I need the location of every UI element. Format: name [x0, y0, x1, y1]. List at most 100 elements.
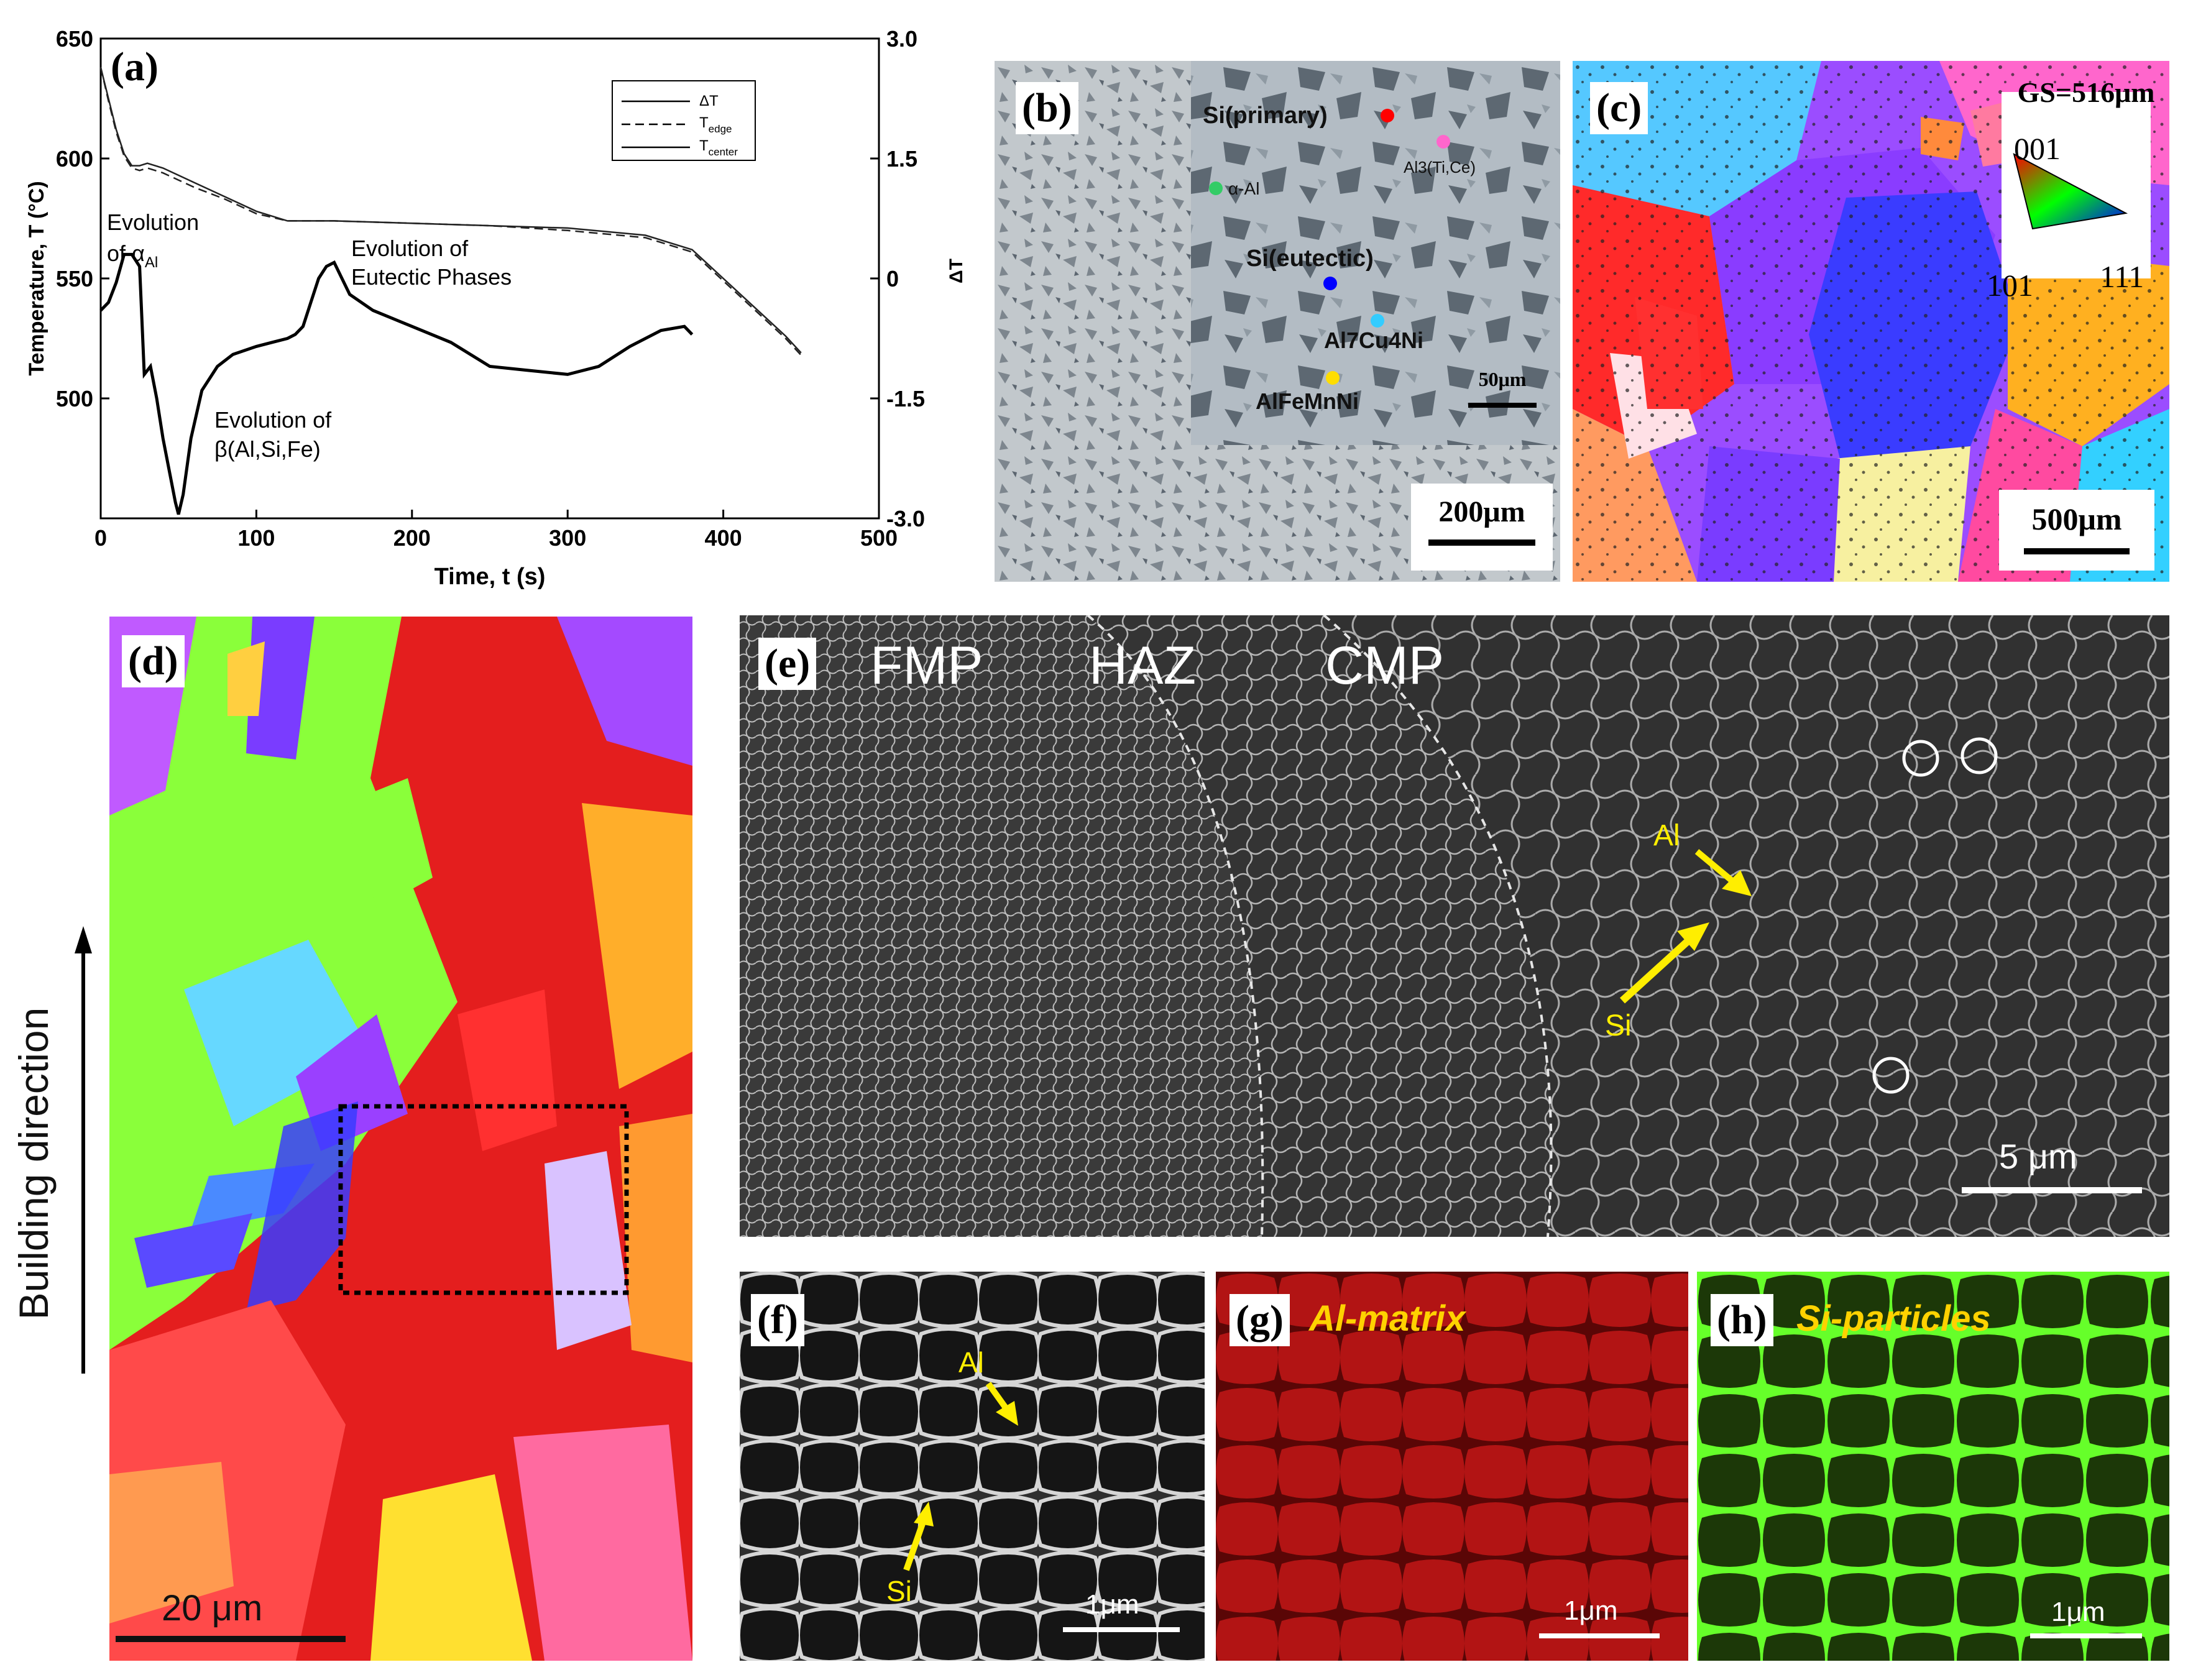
- panel-label-e: (e): [758, 638, 817, 690]
- annotation-beta-2: β(Al,Si,Fe): [214, 436, 321, 462]
- phase-label-alpha-al: α-Al: [1228, 179, 1259, 198]
- phase-marker-al7cu4ni: [1371, 314, 1384, 328]
- phase-label-alfemnni: AlFeMnNi: [1256, 388, 1359, 414]
- panel-a: 0 100 200 300 400 500 500 550 600 650 -3.0 -1.5 0 1.5…: [0, 0, 970, 597]
- inset-scalebar: 50μm: [1456, 367, 1549, 423]
- eds-title-al: Al-matrix: [1309, 1298, 1466, 1339]
- zone-label-cmp: CMP: [1325, 636, 1444, 695]
- phase-label-si-primary: Si(primary): [1203, 103, 1328, 129]
- y2-tick-label: 1.5: [886, 146, 917, 172]
- particle-marker-circle: [1960, 737, 1998, 774]
- arrow-si-f: [903, 1502, 934, 1571]
- panel-d: 20 μm (d): [109, 617, 692, 1661]
- eds-map-si: 1μm: [1697, 1272, 2169, 1661]
- arrow-al-e: [1694, 849, 1752, 896]
- x-tick-label: 0: [94, 525, 107, 551]
- phase-marker-al3-ti-ce: [1436, 135, 1450, 149]
- annotation-eutectic-1: Evolution of: [351, 236, 469, 261]
- phase-marker-alpha-al: [1209, 181, 1223, 195]
- y2-tick-label: 0: [886, 266, 899, 291]
- ipf-label-001: 001: [2014, 131, 2061, 166]
- arrow-al-f: [985, 1382, 1018, 1426]
- x-tick-label: 500: [860, 525, 898, 551]
- scalebar-e-bar: [1962, 1187, 2142, 1193]
- sem-micrograph-f: Al Si 1μm: [740, 1272, 1205, 1661]
- building-direction-label: Building direction: [11, 1007, 57, 1320]
- building-direction-arrow: [75, 926, 92, 1374]
- ebsd-map-d: [109, 617, 692, 1661]
- scalebar-h-label: 1μm: [2051, 1597, 2105, 1627]
- y2-tick-label: 3.0: [886, 26, 917, 52]
- y-axis-label: Temperature, T (°C): [25, 181, 48, 375]
- grain-size-label: GS=516μm: [2017, 76, 2155, 108]
- label-si-f: Si: [886, 1575, 912, 1607]
- ipf-label-111: 111: [2100, 259, 2144, 294]
- y-tick-label: 600: [56, 146, 93, 172]
- inset-micrograph: [1191, 61, 1560, 445]
- scalebar-h-bar: [2030, 1633, 2142, 1638]
- scalebar-b: 200μm: [1411, 484, 1553, 571]
- series-t-center: [99, 67, 802, 354]
- sem-micrograph-e: Al Si FMP HAZ CMP 5 μm: [740, 615, 2169, 1237]
- y-tick-label: 500: [56, 386, 93, 411]
- y2-tick-label: -3.0: [886, 506, 925, 531]
- y2-tick-label: -1.5: [886, 386, 925, 411]
- eds-title-si: Si-particles: [1796, 1298, 1991, 1339]
- scalebar-g-label: 1μm: [1564, 1595, 1617, 1626]
- phase-marker-si-eutectic: [1323, 277, 1337, 290]
- phase-marker-si-primary: [1381, 109, 1394, 122]
- particle-marker-circle: [1872, 1057, 1910, 1094]
- phase-marker-alfemnni: [1326, 371, 1340, 385]
- phase-label-al7cu4ni: Al7Cu4Ni: [1324, 328, 1423, 353]
- scalebar-c: 500μm: [1999, 490, 2154, 571]
- scalebar-f-label: 1μm: [1085, 1589, 1139, 1620]
- ipf-label-101: 101: [1987, 268, 2033, 303]
- y2-axis-label: ΔT: [946, 259, 967, 283]
- legend-t-edge: Tedge: [699, 114, 732, 135]
- x-tick-label: 400: [705, 525, 742, 551]
- region-of-interest-box: [338, 1104, 629, 1295]
- x-tick-label: 300: [549, 525, 586, 551]
- legend-delta-t: ΔT: [699, 93, 719, 109]
- panel-g: 1μm Al-matrix (g): [1216, 1272, 1688, 1661]
- x-axis-label: Time, t (s): [434, 564, 546, 590]
- phase-label-si-eutectic: Si(eutectic): [1246, 246, 1374, 272]
- scalebar-d-bar: [116, 1636, 346, 1642]
- zone-label-fmp: FMP: [870, 636, 983, 695]
- eds-map-al: 1μm: [1216, 1272, 1688, 1661]
- legend-t-center: Tcenter: [699, 137, 738, 158]
- phase-label-al3-ti-ce: Al3(Ti,Ce): [1404, 158, 1476, 177]
- annotation-beta-1: Evolution of: [214, 407, 332, 433]
- panel-e: Al Si FMP HAZ CMP 5 μm (e): [740, 615, 2169, 1237]
- particle-marker-circle: [1902, 740, 1939, 777]
- scalebar-f-bar: [1063, 1627, 1180, 1632]
- panel-label-g: (g): [1230, 1294, 1290, 1346]
- annotation-evolution-alpha: Evolution: [107, 209, 199, 235]
- x-tick-label: 200: [393, 525, 431, 551]
- scalebar-e-label: 5 μm: [1999, 1137, 2077, 1176]
- label-al-e: Al: [1653, 819, 1680, 852]
- legend: ΔT Tedge Tcenter: [612, 80, 756, 161]
- label-al-f: Al: [958, 1346, 984, 1379]
- ipf-triangle: [2013, 153, 2128, 230]
- y-tick-label: 550: [56, 266, 93, 291]
- haz-cmp-boundary: [1323, 615, 1553, 1237]
- zone-label-haz: HAZ: [1089, 636, 1196, 695]
- panel-label-d: (d): [122, 635, 185, 687]
- scalebar-d-label: 20 μm: [162, 1588, 263, 1628]
- panel-label-a: (a): [111, 44, 159, 90]
- panel-c: GS=516μm 001 101 111 500μm (c): [1573, 61, 2169, 582]
- y-tick-label: 650: [56, 26, 93, 52]
- scalebar-g-bar: [1539, 1633, 1660, 1638]
- series-t-edge: [99, 67, 802, 356]
- series-delta-t: [99, 252, 694, 515]
- fmp-haz-boundary: [1087, 615, 1264, 1237]
- panel-label-c: (c): [1590, 82, 1648, 134]
- arrow-si-e: [1619, 922, 1709, 1004]
- panel-h: 1μm Si-particles (h): [1697, 1272, 2169, 1661]
- panel-label-b: (b): [1016, 82, 1078, 134]
- panel-b: Si(primary) Al3(Ti,Ce) α-Al Si(eutectic)…: [995, 61, 1560, 582]
- panel-label-f: (f): [751, 1294, 804, 1346]
- panel-label-h: (h): [1711, 1294, 1773, 1346]
- label-si-e: Si: [1605, 1009, 1632, 1042]
